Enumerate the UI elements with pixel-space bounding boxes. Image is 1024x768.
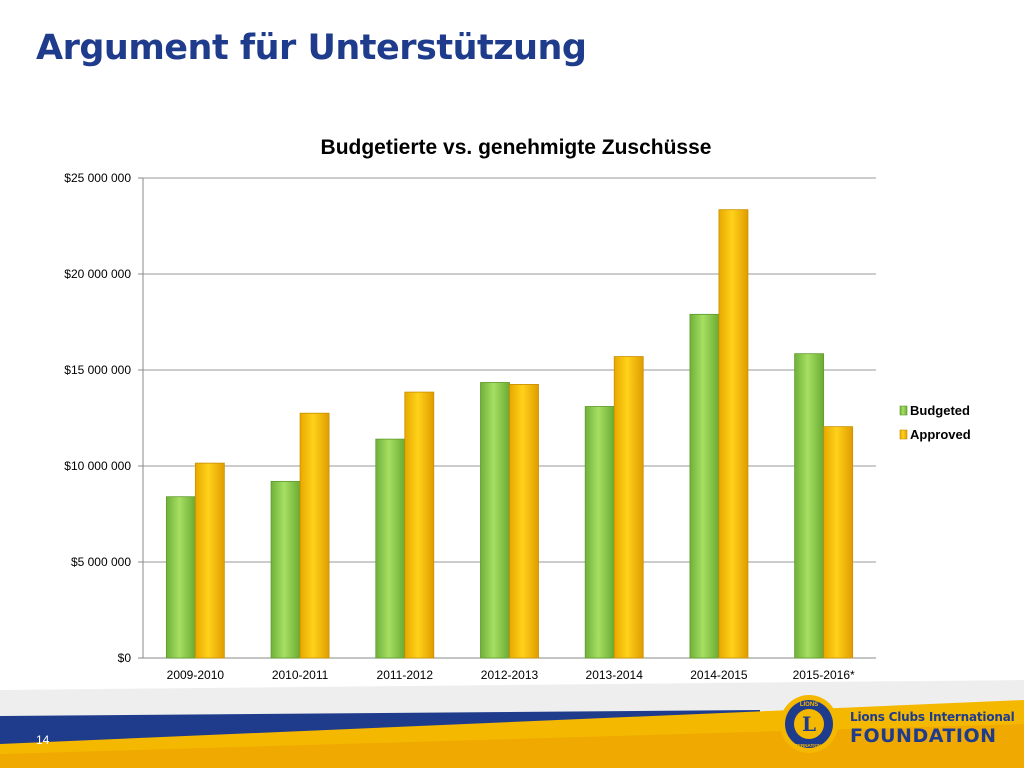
x-axis-ticks: 2009-2010 2010-2011 2011-2012 2012-2013 2013… — [167, 668, 855, 680]
legend-label-budgeted: Budgeted — [910, 403, 970, 418]
svg-text:LIONS: LIONS — [800, 702, 818, 708]
x-tick-label: 2009-2010 — [167, 668, 225, 680]
bar-approved-2015-2016* — [823, 426, 854, 659]
slide-title: Argument für Unterstützung — [36, 28, 587, 68]
x-tick-label: 2010-2011 — [272, 668, 329, 680]
bars — [165, 209, 854, 659]
chart-title: Budgetierte vs. genehmigte Zuschüsse — [321, 136, 712, 159]
svg-text:INTERNATIONAL: INTERNATIONAL — [791, 743, 828, 748]
x-tick-label: 2012-2013 — [481, 668, 539, 680]
brand-name: Lions Clubs International FOUNDATION — [850, 710, 1015, 747]
legend-label-approved: Approved — [910, 427, 971, 442]
bar-approved-2009-2010 — [194, 462, 225, 659]
bar-approved-2014-2015 — [718, 209, 749, 659]
bar-budgeted-2014-2015 — [689, 313, 720, 659]
footer-band — [0, 680, 1024, 768]
y-tick-label: $0 — [118, 651, 132, 665]
x-tick-label: 2015-2016* — [793, 668, 855, 680]
bar-budgeted-2013-2014 — [584, 406, 615, 659]
legend-swatch-approved — [899, 429, 908, 440]
svg-text:L: L — [802, 712, 816, 736]
y-tick-label: $20 000 000 — [64, 267, 131, 281]
x-tick-label: 2014-2015 — [690, 668, 748, 680]
bar-budgeted-2009-2010 — [165, 496, 196, 659]
legend-swatch-budgeted — [899, 405, 908, 416]
bar-approved-2012-2013 — [509, 383, 539, 659]
brand-line2: FOUNDATION — [850, 725, 997, 747]
y-axis-ticks: $0 $5 000 000 $10 000 000 $15 000 000 $20 00… — [64, 171, 131, 665]
y-tick-label: $15 000 000 — [64, 363, 131, 377]
y-tick-label: $5 000 000 — [71, 555, 131, 569]
bar-budgeted-2011-2012 — [375, 438, 406, 659]
bar-budgeted-2010-2011 — [270, 480, 301, 659]
y-tick-label: $10 000 000 — [64, 459, 131, 473]
bar-chart: Budgetierte vs. genehmigte Zuschüsse $0$… — [64, 136, 971, 680]
page-number: 14 — [36, 733, 50, 747]
bar-budgeted-2015-2016* — [794, 353, 825, 659]
brand-line1: Lions Clubs International — [850, 710, 1015, 724]
bar-approved-2011-2012 — [404, 391, 435, 659]
lions-logo-icon: L LIONS INTERNATIONAL — [780, 695, 838, 753]
bar-approved-2013-2014 — [613, 356, 644, 659]
bar-budgeted-2012-2013 — [480, 382, 510, 659]
y-tick-label: $25 000 000 — [64, 171, 131, 185]
legend: Budgeted Approved — [899, 403, 971, 442]
x-tick-label: 2011-2012 — [377, 668, 434, 680]
x-tick-label: 2013-2014 — [586, 668, 644, 680]
bar-approved-2010-2011 — [299, 412, 330, 659]
